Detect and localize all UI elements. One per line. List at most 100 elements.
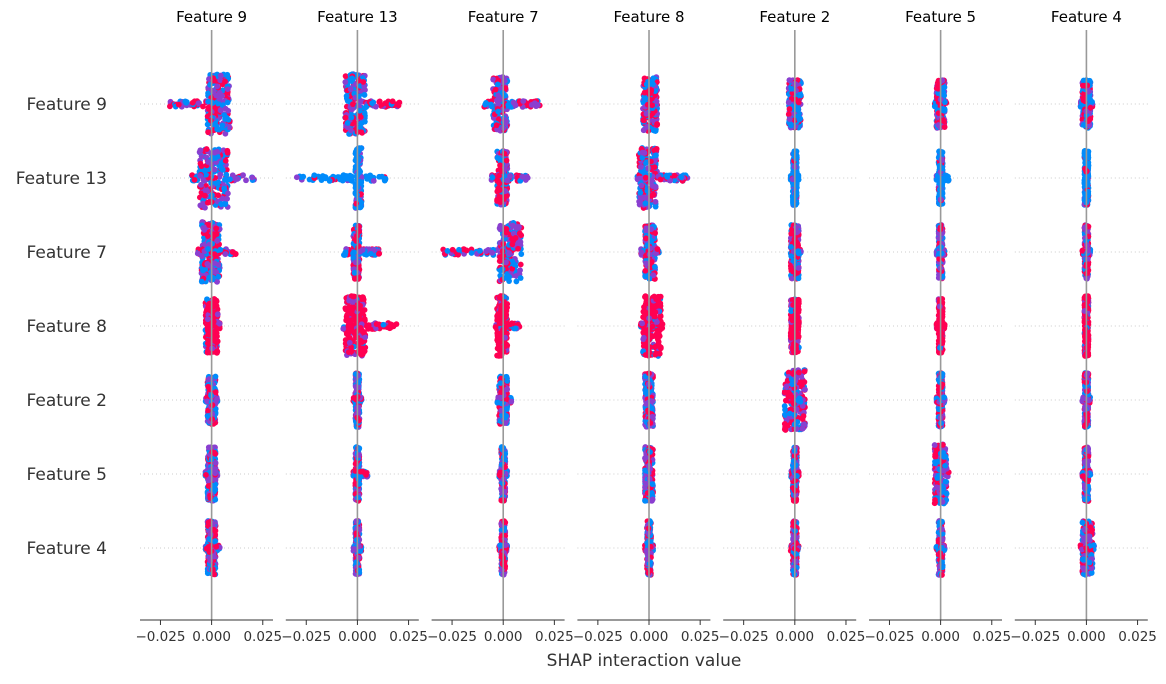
shap-point	[183, 100, 189, 106]
shap-point	[222, 79, 228, 85]
shap-point	[205, 316, 211, 322]
shap-point	[941, 108, 947, 114]
shap-point	[796, 265, 802, 271]
shap-point	[504, 177, 510, 183]
shap-point	[532, 100, 538, 106]
shap-point	[450, 247, 456, 253]
shap-point	[311, 172, 317, 178]
shap-point	[497, 187, 503, 193]
shap-point	[221, 112, 227, 118]
shap-point	[502, 151, 508, 157]
shap-point	[788, 266, 794, 272]
shap-point	[390, 98, 396, 104]
shap-point	[200, 268, 206, 274]
shap-point	[678, 174, 684, 180]
shap-point	[199, 279, 205, 285]
shap-point	[212, 297, 218, 303]
shap-point	[349, 115, 355, 121]
shap-point	[215, 192, 221, 198]
shap-point	[937, 235, 943, 241]
shap-point	[496, 173, 502, 179]
shap-point	[517, 267, 523, 273]
shap-point	[653, 152, 659, 158]
shap-point	[650, 81, 656, 87]
shap-point	[218, 201, 224, 207]
shap-point	[494, 122, 500, 128]
shap-point	[641, 118, 647, 124]
shap-point	[214, 83, 220, 89]
shap-point	[358, 204, 364, 210]
shap-point	[323, 174, 329, 180]
shap-point	[214, 238, 220, 244]
shap-point	[495, 109, 501, 115]
shap-point	[212, 269, 218, 275]
shap-point	[224, 148, 230, 154]
shap-point	[516, 224, 522, 230]
shap-point	[214, 348, 220, 354]
shap-point	[358, 114, 364, 120]
shap-point	[497, 199, 503, 205]
shap-point	[212, 260, 218, 266]
shap-point	[651, 147, 657, 153]
shap-point	[793, 242, 799, 248]
shap-point	[294, 174, 300, 180]
shap-point	[506, 278, 512, 284]
shap-point	[518, 275, 524, 281]
shap-point	[942, 124, 948, 130]
shap-point	[212, 155, 218, 161]
shap-point	[376, 99, 382, 105]
shap-point	[371, 178, 377, 184]
shap-point	[360, 79, 366, 85]
shap-point	[337, 174, 343, 180]
shap-point	[497, 225, 503, 231]
shap-point	[348, 127, 354, 133]
shap-point	[654, 122, 660, 128]
shap-point	[506, 250, 512, 256]
shap-point	[354, 152, 360, 158]
shap-point	[206, 99, 212, 105]
shap-point	[197, 203, 203, 209]
shap-point	[345, 120, 351, 126]
shap-point	[215, 274, 221, 280]
shap-point	[243, 177, 249, 183]
shap-point	[218, 73, 224, 79]
shap-point	[793, 156, 799, 162]
shap-point	[220, 122, 226, 128]
shap-point	[230, 249, 236, 255]
shap-point	[495, 81, 501, 87]
shap-point	[197, 147, 203, 153]
shap-point	[643, 260, 649, 266]
shap-point	[643, 235, 649, 241]
shap-point	[456, 247, 462, 253]
shap-point	[350, 250, 356, 256]
beeswarm-points	[167, 71, 1097, 578]
shap-point	[796, 177, 802, 183]
shap-point	[786, 111, 792, 117]
shap-point	[509, 236, 515, 242]
shap-point	[203, 172, 209, 178]
shap-point	[359, 129, 365, 135]
shap-point	[195, 251, 201, 257]
shap-point	[672, 173, 678, 179]
shap-point	[167, 103, 173, 109]
shap-point	[796, 100, 802, 106]
shap-point	[654, 99, 660, 105]
shap-point	[515, 246, 521, 252]
shap-point	[223, 251, 229, 257]
shap-point	[345, 98, 351, 104]
shap-point	[642, 268, 648, 274]
shap-point	[518, 251, 524, 257]
shap-point	[197, 173, 203, 179]
shap-point	[493, 87, 499, 93]
shap-point	[512, 102, 518, 108]
shap-point	[639, 250, 645, 256]
shap-point	[342, 79, 348, 85]
shap-point	[204, 146, 210, 152]
shap-point	[217, 96, 223, 102]
shap-point	[939, 250, 945, 256]
shap-point	[518, 232, 524, 238]
shap-point	[206, 263, 212, 269]
shap-point	[343, 73, 349, 79]
shap-point	[235, 176, 241, 182]
shap-point	[652, 264, 658, 270]
